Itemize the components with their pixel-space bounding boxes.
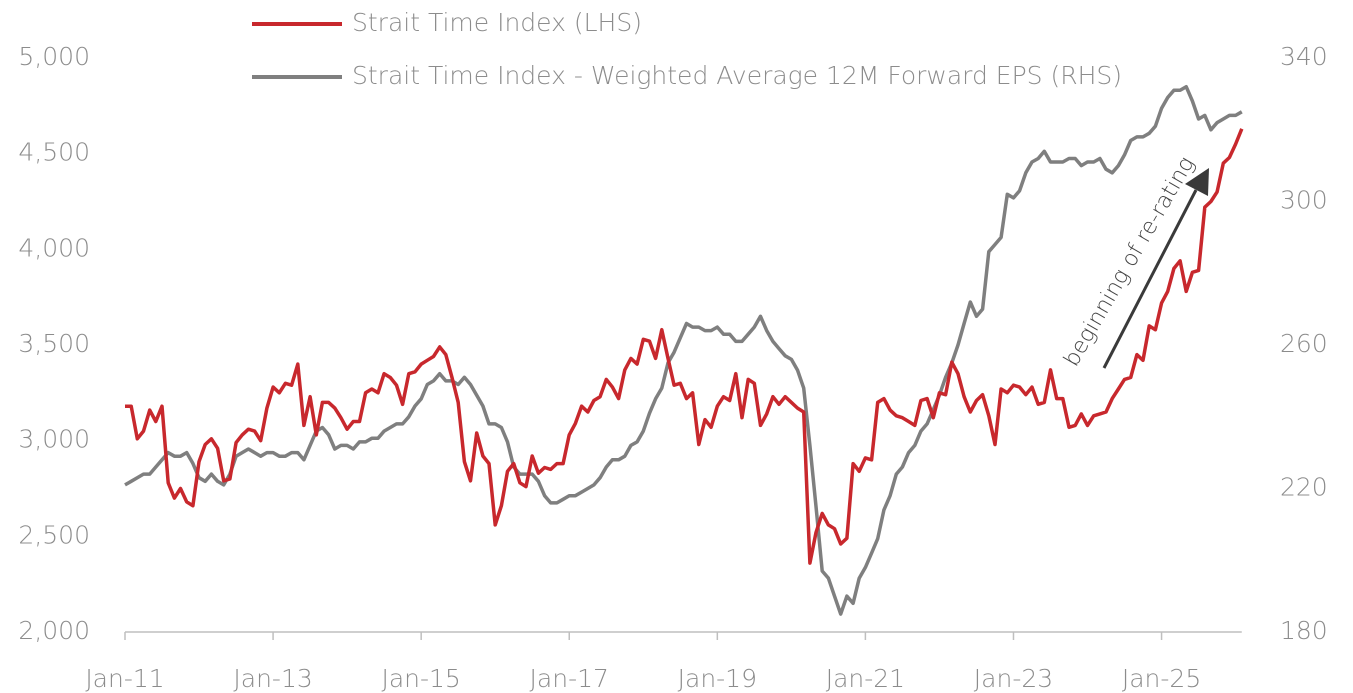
x-tick-label: Jan-13 (233, 664, 312, 693)
x-tick-label: Jan-15 (381, 664, 460, 693)
series-line (125, 128, 1244, 565)
x-tick-label: Jan-19 (678, 664, 757, 693)
x-tick-label: Jan-25 (1122, 664, 1201, 693)
y-tick-label: 4,000 (18, 233, 90, 262)
x-tick-label: Jan-11 (85, 664, 164, 693)
y-tick-label: 4,500 (18, 138, 90, 167)
series-line (124, 84, 1243, 616)
annotation-arrow (1102, 189, 1198, 369)
legend-label: Strait Time Index (LHS) (352, 8, 642, 37)
y2-tick-label: 300 (1280, 186, 1328, 215)
y-tick-label: 5,000 (18, 42, 90, 71)
legend-label: Strait Time Index - Weighted Average 12M… (352, 61, 1122, 90)
x-tick-label: Jan-21 (826, 664, 905, 693)
y2-tick-label: 180 (1280, 616, 1328, 645)
x-tick-label: Jan-23 (974, 664, 1053, 693)
x-tick-label: Jan-17 (530, 664, 609, 693)
annotation-arrowhead (1185, 168, 1209, 196)
y2-tick-label: 220 (1280, 473, 1328, 502)
y2-tick-label: 260 (1280, 329, 1328, 358)
y-tick-label: 3,000 (18, 425, 90, 454)
y-tick-label: 2,500 (18, 520, 90, 549)
y-tick-label: 2,000 (18, 616, 90, 645)
y2-tick-label: 340 (1280, 42, 1328, 71)
y-tick-label: 3,500 (18, 329, 90, 358)
